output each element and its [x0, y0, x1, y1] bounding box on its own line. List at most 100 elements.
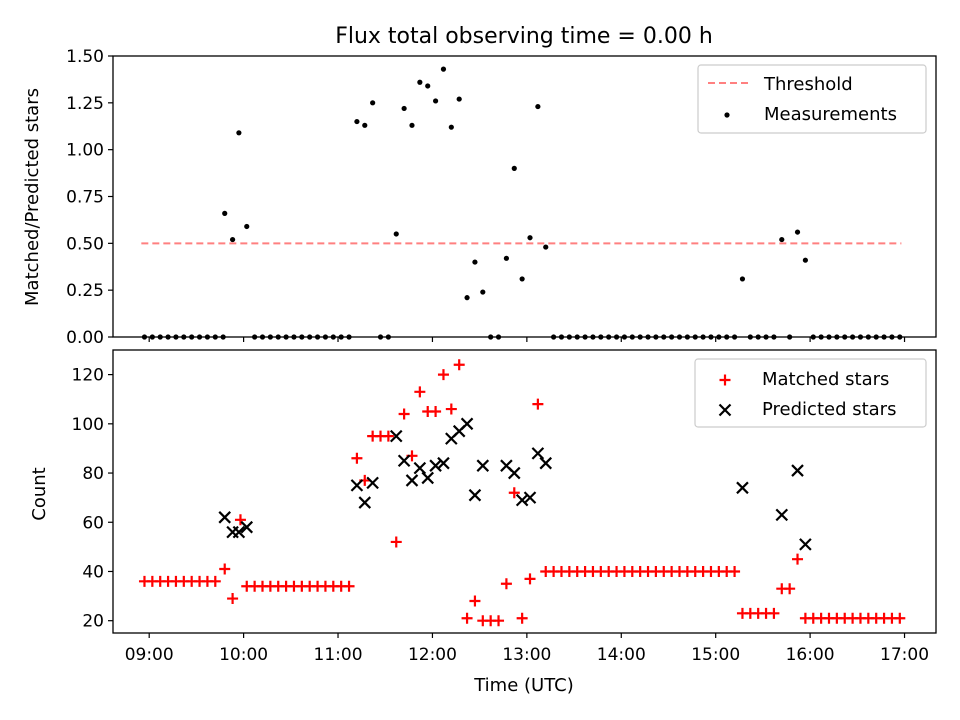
top-legend-box [697, 64, 927, 134]
measurement-point [511, 165, 517, 171]
predicted-star-point [240, 520, 254, 534]
measurement-point [393, 231, 399, 237]
measurement-point [543, 244, 549, 250]
bottom-legend-box [694, 358, 927, 428]
predicted-star-point [389, 429, 403, 443]
bottom-x-tick-label: 11:00 [314, 645, 363, 665]
top-y-tick-label: 0.75 [66, 188, 104, 208]
legend-predicted-label: Predicted stars [762, 399, 896, 420]
measurement-point [417, 79, 423, 85]
bottom-y-tick-label: 80 [82, 464, 104, 484]
predicted-star-point [507, 466, 521, 480]
bottom-x-tick-label: 14:00 [597, 645, 646, 665]
matched-star-point [500, 578, 512, 590]
matched-star-point [351, 452, 363, 464]
predicted-star-point [405, 474, 419, 487]
legend-measurements-swatch [724, 112, 730, 118]
top-chart-title: Flux total observing time = 0.00 h [335, 24, 713, 49]
predicted-star-point [429, 459, 442, 472]
top-y-tick-label: 1.25 [66, 94, 104, 114]
measurement-point [409, 122, 415, 128]
measurement-point [802, 257, 808, 263]
legend-matched-label: Matched stars [762, 369, 889, 390]
bottom-y-tick-label: 100 [72, 415, 104, 435]
top-legend: Threshold Measurements [697, 64, 927, 134]
predicted-star-point [736, 481, 749, 495]
top-x-axis-ticks [148, 337, 906, 342]
measurement-point [739, 276, 746, 282]
top-y-tick-label: 0.00 [66, 328, 104, 348]
matched-star-point [430, 406, 442, 418]
matched-star-point [343, 580, 355, 592]
bottom-legend: Matched stars Predicted stars [694, 358, 927, 428]
measurement-point [527, 235, 533, 241]
predicted-star-point [468, 488, 482, 502]
measurement-point [244, 223, 250, 230]
matched-star-point [516, 612, 528, 624]
legend-threshold-label: Threshold [763, 74, 853, 95]
measurement-point [440, 66, 447, 72]
legend-predicted-marker [718, 403, 732, 417]
legend-matched-swatch [719, 374, 731, 386]
top-panel-frame [112, 55, 937, 338]
predicted-star-point [476, 459, 490, 472]
predicted-star-point [460, 417, 474, 431]
measurement-point [370, 100, 376, 106]
bottom-x-tick-label: 10:00 [219, 645, 268, 665]
predicted-star-point [775, 508, 789, 522]
bottom-y-tick-label: 40 [82, 562, 104, 582]
matched-star-point [437, 369, 449, 381]
top-y-tick-label: 1.50 [66, 47, 104, 67]
measurement-point [519, 276, 525, 282]
predicted-star-point [232, 525, 246, 539]
measurement-point [503, 255, 510, 261]
top-y-tick-label: 0.25 [66, 281, 104, 301]
predicted-star-point [366, 476, 379, 490]
matched-star-point [524, 573, 536, 585]
bottom-y-axis-ticks: 20 40 60 80 100 120 [72, 366, 113, 632]
matched-star-point [234, 514, 246, 526]
measurement-point [354, 118, 360, 125]
bottom-plot-area [138, 359, 906, 627]
matched-star-point [219, 563, 231, 575]
measurement-point [456, 96, 462, 102]
matched-star-point [227, 593, 239, 605]
predicted-star-point [437, 456, 450, 470]
bottom-panel-frame [112, 349, 937, 634]
matched-star-point [461, 612, 473, 624]
predicted-star-point [531, 447, 545, 460]
bottom-x-axis-label: Time (UTC) [473, 675, 574, 696]
bottom-y-tick-label: 20 [82, 612, 104, 632]
predicted-star-point [413, 461, 427, 475]
predicted-star-point [539, 456, 553, 470]
top-y-axis-ticks: 0.00 0.25 0.50 0.75 1.00 1.25 1.50 [66, 47, 113, 348]
measurement-point [464, 295, 470, 301]
matched-star-point [398, 408, 410, 420]
predicted-star-point [358, 496, 372, 509]
matched-star-point [508, 487, 520, 499]
matched-star-point [729, 565, 741, 577]
matched-star-point [768, 607, 780, 619]
bottom-x-tick-label: 12:00 [408, 645, 457, 665]
predicted-star-point [523, 491, 537, 504]
predicted-star-point [350, 479, 364, 492]
bottom-y-axis-label: Count [29, 467, 50, 520]
bottom-x-tick-label: 17:00 [880, 645, 929, 665]
top-y-axis-label: Matched/Predicted stars [22, 88, 43, 306]
measurement-point [425, 83, 431, 89]
measurement-point [472, 259, 478, 265]
predicted-star-point [421, 471, 435, 485]
measurement-point [229, 236, 236, 243]
measurement-point [401, 105, 407, 112]
measurement-point [480, 289, 486, 295]
matched-star-point [209, 575, 221, 587]
matched-star-point [382, 430, 394, 442]
predicted-star-point [799, 538, 812, 551]
legend-matched-marker [719, 374, 731, 386]
top-y-tick-label: 0.50 [66, 234, 104, 254]
measurement-point [362, 122, 368, 128]
matched-star-point [532, 398, 544, 410]
measurement-point [794, 229, 801, 235]
measurement-point [779, 236, 785, 243]
